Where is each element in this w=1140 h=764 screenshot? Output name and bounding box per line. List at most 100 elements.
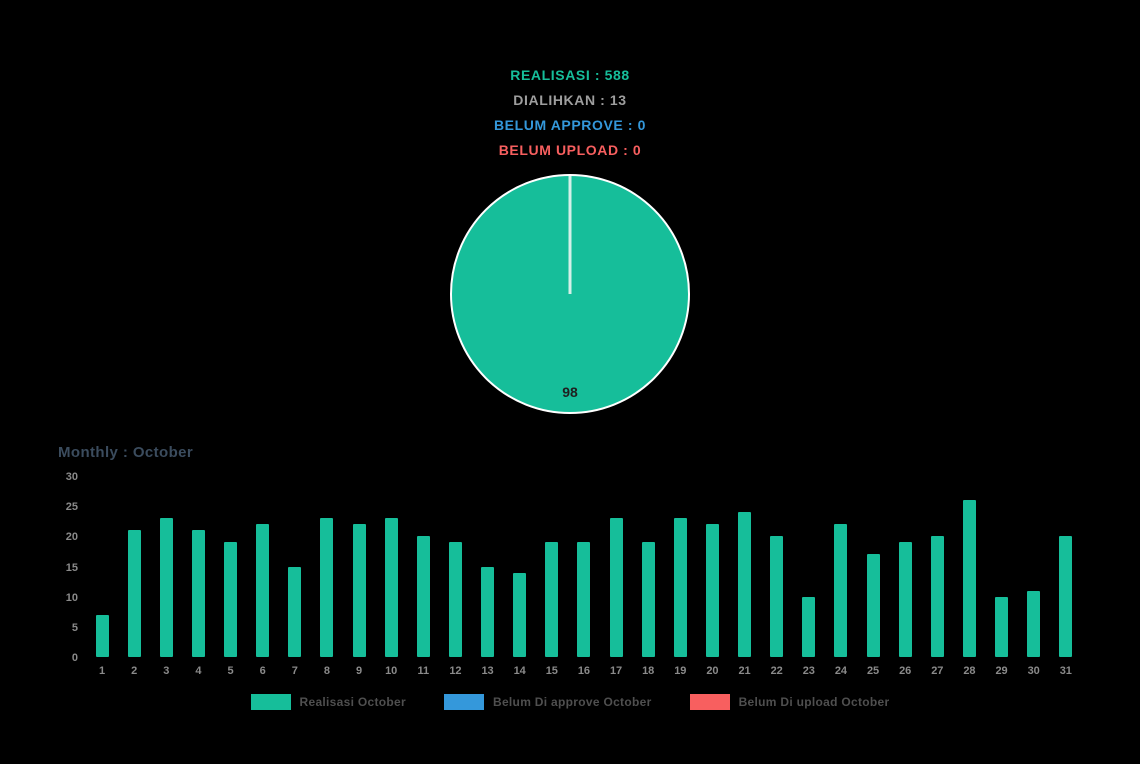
chart-legend: Realisasi October Belum Di approve Octobe… [0, 694, 1140, 710]
bar-column: 19 [664, 476, 696, 677]
legend-item-belum-di-approve-october[interactable]: Belum Di approve October [443, 694, 652, 710]
legend-swatch [250, 694, 291, 710]
bar-day-14 [513, 572, 527, 657]
legend-label: Belum Di upload October [738, 695, 890, 709]
stat-line-belum-upload: BELUM UPLOAD : 0 [498, 142, 642, 158]
bar-day-2 [127, 530, 141, 657]
x-tick-label: 28 [963, 665, 976, 677]
bar-day-3 [159, 518, 173, 657]
bar-column: 16 [568, 476, 600, 677]
bar-day-17 [609, 518, 623, 657]
y-tick-label: 15 [65, 561, 78, 574]
bar-column: 18 [632, 476, 664, 677]
bar-column: 3 [150, 476, 182, 677]
bar-column: 14 [504, 476, 536, 677]
legend-swatch [689, 694, 730, 710]
x-tick-label: 20 [706, 665, 719, 677]
bar-day-9 [352, 524, 366, 657]
bar-day-27 [930, 536, 944, 657]
bar-day-31 [1059, 536, 1073, 657]
bar-column: 12 [439, 476, 471, 677]
bar-day-20 [705, 524, 719, 657]
legend-swatch [443, 694, 484, 710]
legend-item-belum-di-upload-october[interactable]: Belum Di upload October [689, 694, 890, 710]
y-tick-label: 5 [71, 621, 78, 634]
chart-title: Monthly : October [58, 444, 194, 461]
y-tick-label: 0 [71, 652, 78, 664]
bar-day-21 [738, 512, 752, 657]
legend-label: Belum Di approve October [492, 695, 652, 709]
bar-day-7 [288, 566, 302, 657]
bar-column: 26 [889, 476, 921, 677]
bar-column: 17 [600, 476, 632, 677]
x-tick-label: 6 [259, 665, 266, 677]
bar-column: 30 [1018, 476, 1050, 677]
x-tick-label: 12 [449, 665, 462, 677]
x-tick-label: 17 [609, 665, 623, 677]
bar-day-15 [545, 542, 559, 657]
bar-day-19 [673, 518, 687, 657]
x-tick-label: 10 [385, 665, 398, 677]
x-tick-label: 14 [513, 665, 526, 677]
x-tick-label: 24 [834, 665, 848, 677]
x-tick-label: 7 [291, 665, 298, 677]
bar-column: 5 [215, 476, 247, 677]
bar-day-11 [416, 536, 430, 657]
bar-column: 1 [86, 476, 118, 677]
x-tick-label: 31 [1059, 665, 1072, 677]
bar-column: 24 [825, 476, 857, 677]
x-tick-label: 21 [738, 665, 751, 677]
bar-day-12 [448, 542, 462, 657]
stat-line-belum-approve: BELUM APPROVE : 0 [493, 117, 647, 133]
x-tick-label: 30 [1027, 665, 1040, 677]
legend-label: Realisasi October [299, 695, 406, 709]
stat-line-dialihkan: DIALIHKAN : 13 [513, 92, 627, 108]
bar-column: 13 [472, 476, 504, 677]
bar-day-29 [995, 596, 1009, 657]
stats-list: REALISASI : 588 DIALIHKAN : 13 BELUM APPRO… [0, 63, 1140, 163]
y-tick-label: 30 [65, 471, 78, 483]
bar-day-30 [1027, 590, 1041, 657]
x-tick-label: 25 [866, 665, 880, 677]
bar-day-22 [770, 536, 784, 657]
x-tick-label: 15 [545, 665, 558, 677]
bar-day-25 [866, 554, 880, 657]
bar-day-18 [641, 542, 655, 657]
x-tick-label: 13 [481, 665, 494, 677]
y-tick-label: 25 [65, 501, 78, 514]
bar-column: 15 [536, 476, 568, 677]
x-tick-label: 29 [995, 665, 1008, 677]
x-tick-label: 3 [163, 665, 170, 677]
pie-value-label: 98 [562, 384, 578, 400]
stat-line-realisasi: REALISASI : 588 [510, 67, 630, 83]
bar-column: 9 [343, 476, 375, 677]
bar-day-4 [191, 530, 205, 657]
bar-day-5 [224, 542, 238, 657]
bar-day-16 [577, 542, 591, 657]
bar-column: 29 [986, 476, 1018, 677]
legend-item-realisasi-october[interactable]: Realisasi October [250, 694, 406, 710]
bar-day-24 [834, 524, 848, 657]
x-tick-label: 1 [99, 665, 106, 677]
x-tick-label: 22 [770, 665, 783, 677]
plot-area: 1 2 3 4 5 6 7 8 9 10 11 12 13 14 15 16 17 18 19 20 21 22 23 24 2… [86, 476, 1082, 677]
x-tick-label: 26 [899, 665, 912, 677]
bar-day-13 [481, 566, 495, 657]
x-tick-label: 23 [802, 665, 815, 677]
bar-day-10 [384, 518, 398, 657]
bar-column: 28 [953, 476, 985, 677]
bar-column: 10 [375, 476, 407, 677]
bar-column: 7 [279, 476, 311, 677]
y-tick-label: 20 [65, 531, 78, 544]
bar-day-26 [898, 542, 912, 657]
x-tick-label: 27 [931, 665, 944, 677]
bar-column: 11 [407, 476, 439, 677]
bar-column: 23 [793, 476, 825, 677]
bar-column: 6 [247, 476, 279, 677]
y-axis: 0 5 10 15 20 25 30 [40, 471, 78, 664]
x-tick-label: 11 [417, 665, 430, 677]
bar-column: 20 [696, 476, 728, 677]
bar-day-1 [95, 614, 109, 657]
x-tick-label: 5 [227, 665, 234, 677]
